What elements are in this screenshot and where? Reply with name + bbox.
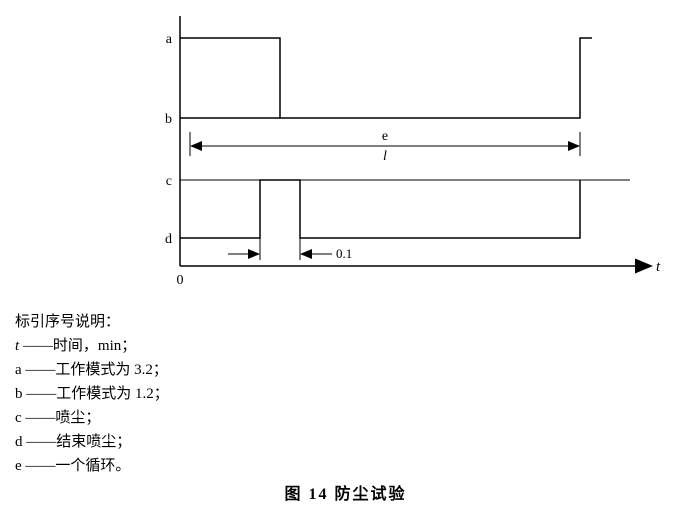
legend-text: 工作模式为 3.2；	[55, 362, 168, 378]
legend-text: 时间，min；	[53, 338, 136, 354]
legend-sep: ——	[19, 338, 53, 354]
label-b: b	[165, 112, 172, 127]
dim-cycle-label-bottom: l	[383, 149, 387, 164]
legend-row: b ——工作模式为 1.2；	[15, 382, 169, 406]
legend-title: 标引序号说明：	[15, 310, 169, 334]
legend-sym: a	[15, 362, 22, 378]
legend-sym: e	[15, 458, 22, 474]
legend-row: d ——结束喷尘；	[15, 430, 169, 454]
label-a: a	[166, 32, 173, 47]
label-c: c	[166, 174, 172, 189]
legend-sym: c	[15, 410, 22, 426]
timing-chart-svg: e l 0.1 a b c d 0 t	[150, 10, 670, 290]
label-t-axis: t	[656, 259, 661, 275]
legend-sep: ——	[22, 410, 56, 426]
figure-caption: 图 14 防尘试验	[0, 480, 691, 504]
legend-row: c ——喷尘；	[15, 406, 169, 430]
legend-text: 结束喷尘；	[56, 434, 131, 450]
legend-sep: ——	[23, 386, 57, 402]
timing-chart: e l 0.1 a b c d 0 t	[150, 10, 670, 290]
legend-sym: b	[15, 386, 23, 402]
legend: 标引序号说明： t ——时间，min； a ——工作模式为 3.2； b ——工…	[15, 310, 169, 478]
trace-a	[180, 38, 592, 118]
legend-text: 工作模式为 1.2；	[56, 386, 169, 402]
legend-text: 一个循环。	[55, 458, 130, 474]
legend-row: t ——时间，min；	[15, 334, 169, 358]
legend-sep: ——	[22, 362, 56, 378]
legend-sym: d	[15, 434, 23, 450]
dim-cycle-label-top: e	[382, 129, 388, 144]
legend-sep: ——	[22, 458, 56, 474]
legend-row: e ——一个循环。	[15, 454, 169, 478]
legend-sep: ——	[23, 434, 57, 450]
trace-d	[180, 180, 580, 238]
label-origin: 0	[177, 273, 184, 288]
legend-row: a ——工作模式为 3.2；	[15, 358, 169, 382]
dim-small-label: 0.1	[336, 246, 352, 261]
legend-text: 喷尘；	[55, 410, 100, 426]
label-d: d	[165, 232, 172, 247]
